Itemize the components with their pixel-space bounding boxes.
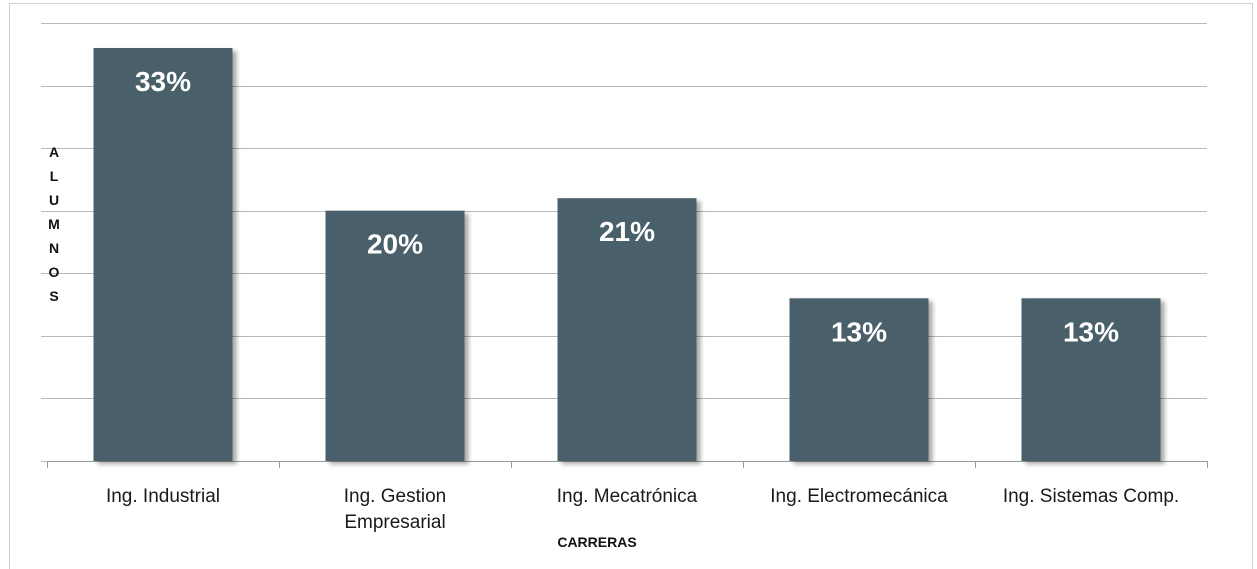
labels: 33% Ing. Industrial 20% Ing. Gestion Empresa… (106, 66, 1179, 533)
x-axis-title: CARRERAS (557, 534, 636, 550)
data-label: 20% (367, 229, 423, 260)
bars (93, 48, 1161, 461)
data-label: 33% (135, 66, 191, 97)
chart-frame (9, 3, 1253, 569)
bar (93, 48, 233, 461)
category-label: Ing. Sistemas Comp. (1003, 486, 1179, 507)
category-label: Ing. Industrial (106, 486, 220, 507)
data-label: 13% (831, 316, 887, 347)
bar (325, 210, 465, 461)
category-label: Ing. Gestion Empresarial (344, 486, 446, 533)
bar (789, 298, 929, 461)
category-label: Ing. Electromecánica (770, 486, 948, 507)
data-label: 13% (1063, 316, 1119, 347)
data-label: 21% (599, 216, 655, 247)
bar (1021, 298, 1161, 461)
category-label: Ing. Mecatrónica (557, 486, 698, 507)
x-axis (47, 461, 1208, 468)
bar (557, 198, 697, 461)
